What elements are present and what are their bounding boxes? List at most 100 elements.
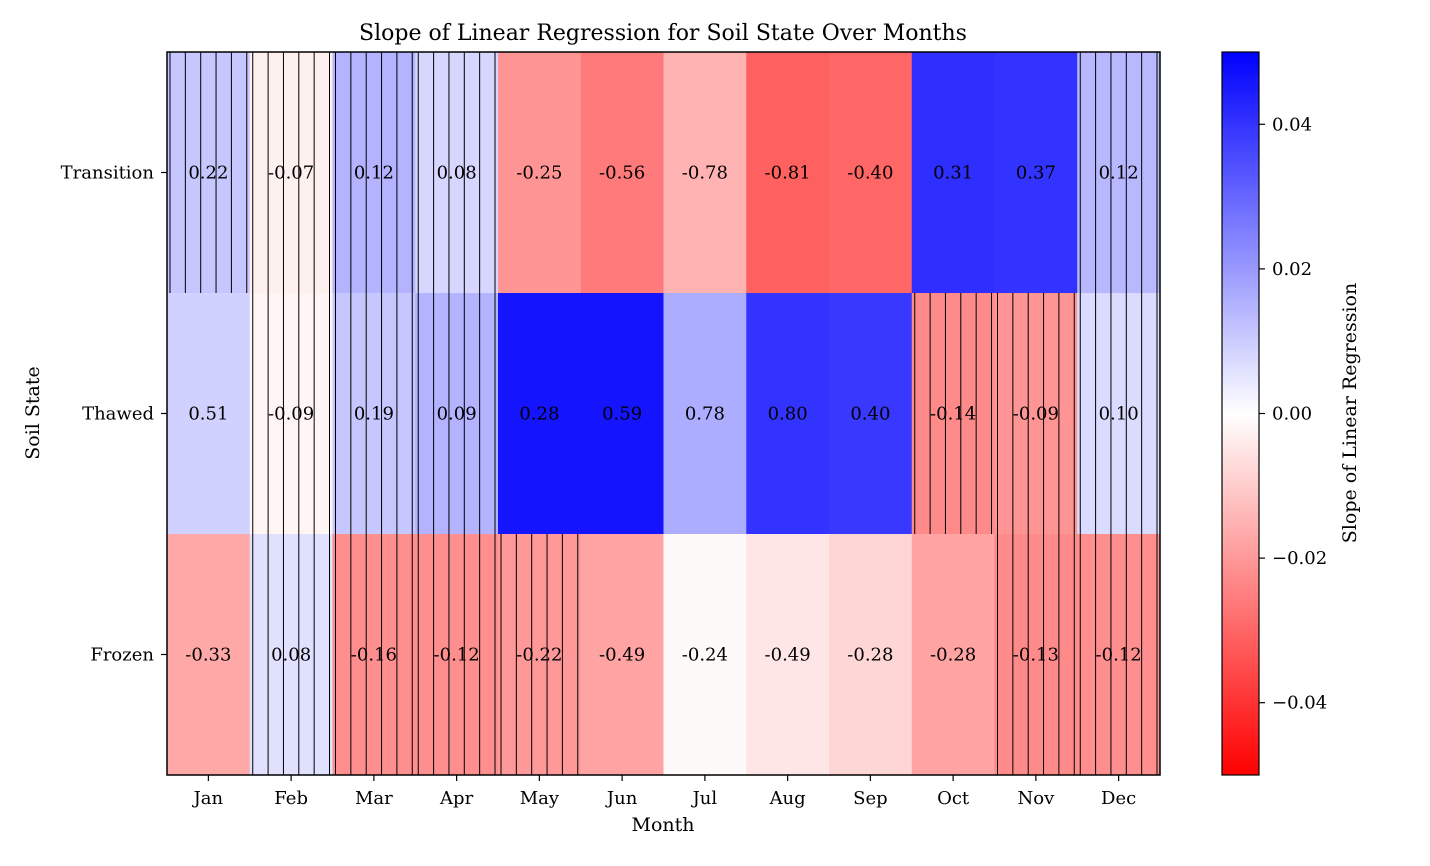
heatmap-cell-thawed-apr xyxy=(415,293,499,535)
heatmap-cell-transition-aug xyxy=(746,52,830,294)
heatmap-cell-thawed-mar xyxy=(332,293,416,535)
x-tick-label: Dec xyxy=(1101,788,1136,809)
cell-value-label: -0.13 xyxy=(1013,645,1059,666)
cell-value-label: 0.09 xyxy=(437,404,477,425)
hatch-transition-jan xyxy=(169,52,248,293)
cell-value-label: -0.49 xyxy=(765,645,811,666)
cell-value-label: -0.28 xyxy=(930,645,976,666)
colorbar-tick-label: 0.04 xyxy=(1272,114,1312,135)
hatch-overlays xyxy=(169,52,1158,775)
x-tick-label: Jul xyxy=(691,788,718,809)
hatch-transition-mar xyxy=(335,52,413,293)
heatmap-cell-frozen-oct xyxy=(911,534,995,776)
cell-value-label: 0.19 xyxy=(354,404,394,425)
hatch-transition-feb xyxy=(252,52,330,293)
cell-value-label: -0.33 xyxy=(185,645,231,666)
colorbar xyxy=(1221,51,1260,776)
heatmap-cell-thawed-jan xyxy=(167,293,251,535)
cell-value-label: 0.08 xyxy=(271,645,311,666)
hatch-transition-dec xyxy=(1079,52,1158,293)
x-axis-ticks: Jan Feb Mar Apr May Jun Jul Aug Sep Oct Nov Dec xyxy=(192,775,1136,809)
heatmap-cell-frozen-may xyxy=(498,534,582,776)
hatch-frozen-nov xyxy=(997,534,1075,775)
cell-value-label: -0.16 xyxy=(351,645,397,666)
cell-value-label: -0.81 xyxy=(765,163,811,184)
heatmap-cell-thawed-aug xyxy=(746,293,830,535)
cell-value-label: 0.22 xyxy=(188,163,228,184)
hatch-thawed-feb xyxy=(252,293,330,534)
x-tick-label: May xyxy=(520,788,560,809)
cell-value-label: -0.12 xyxy=(434,645,480,666)
cell-value-label: -0.09 xyxy=(1013,404,1059,425)
heatmap-cell-thawed-feb xyxy=(249,293,333,535)
heatmap-cell-frozen-feb xyxy=(249,534,333,776)
cell-value-label: -0.56 xyxy=(599,163,645,184)
heatmap-cell-frozen-sep xyxy=(829,534,913,776)
cell-value-label: -0.24 xyxy=(682,645,728,666)
x-tick-label: Mar xyxy=(355,788,393,809)
x-tick-label: Aug xyxy=(769,788,806,809)
heatmap-cell-transition-oct xyxy=(911,52,995,294)
heatmap-cell-thawed-may xyxy=(498,293,582,535)
cell-value-label: 0.10 xyxy=(1099,404,1139,425)
x-tick-label: Sep xyxy=(853,788,888,809)
cell-value-label: 0.59 xyxy=(602,404,642,425)
y-tick-label: Frozen xyxy=(90,645,154,666)
cell-value-label: -0.78 xyxy=(682,163,728,184)
cell-value-label: 0.78 xyxy=(685,404,725,425)
hatch-thawed-mar xyxy=(335,293,413,534)
cell-value-labels: 0.22 -0.07 0.12 0.08 -0.25 -0.56 -0.78 -0.81 -0.… xyxy=(185,163,1141,666)
cell-value-label: 0.37 xyxy=(1016,163,1056,184)
cell-value-label: -0.28 xyxy=(847,645,893,666)
heatmap-cell-frozen-apr xyxy=(415,534,499,776)
y-tick-label: Thawed xyxy=(82,404,154,425)
colorbar-tick-label: 0.02 xyxy=(1272,259,1312,280)
x-tick-label: Apr xyxy=(439,788,474,809)
heatmap-cell-transition-apr xyxy=(415,52,499,294)
x-tick-label: Jun xyxy=(605,788,638,809)
hatch-thawed-dec xyxy=(1079,293,1158,534)
heatmap-cell-transition-may xyxy=(498,52,582,294)
colorbar-ticks: 0.04 0.02 0.00 −0.02 −0.04 xyxy=(1259,114,1327,714)
heatmap-cell-thawed-dec xyxy=(1077,293,1161,535)
heatmap-cell-thawed-nov xyxy=(994,293,1078,535)
heatmap-cell-thawed-jul xyxy=(663,293,747,535)
cell-value-label: 0.12 xyxy=(354,163,394,184)
x-tick-label: Feb xyxy=(274,788,308,809)
y-axis-label: Soil State xyxy=(22,366,44,460)
x-axis-label: Month xyxy=(631,814,694,836)
heatmap-cell-frozen-jan xyxy=(167,534,251,776)
heatmap-cell-transition-jan xyxy=(167,52,251,294)
heatmap-cell-transition-nov xyxy=(994,52,1078,294)
cell-value-label: 0.51 xyxy=(188,404,228,425)
heatmap-cell-transition-sep xyxy=(829,52,913,294)
cell-value-label: -0.49 xyxy=(599,645,645,666)
heatmap-cells xyxy=(167,52,1161,776)
cell-value-label: 0.12 xyxy=(1099,163,1139,184)
heatmap-cell-frozen-nov xyxy=(994,534,1078,776)
hatch-frozen-dec xyxy=(1079,534,1158,775)
x-tick-label: Jan xyxy=(192,788,224,809)
heatmap-cell-frozen-aug xyxy=(746,534,830,776)
heatmap-cell-transition-feb xyxy=(249,52,333,294)
x-tick-label: Nov xyxy=(1017,788,1055,809)
hatch-frozen-apr xyxy=(417,534,496,775)
cell-value-label: -0.14 xyxy=(930,404,976,425)
heatmap-cell-transition-dec xyxy=(1077,52,1161,294)
hatch-frozen-feb xyxy=(252,534,330,775)
colorbar-tick-label: 0.00 xyxy=(1272,404,1312,425)
cell-value-label: 0.40 xyxy=(850,404,890,425)
cell-value-label: 0.31 xyxy=(933,163,973,184)
heatmap-cell-thawed-sep xyxy=(829,293,913,535)
x-tick-label: Oct xyxy=(937,788,970,809)
heatmap-cell-transition-jun xyxy=(580,52,664,294)
hatch-thawed-apr xyxy=(417,293,496,534)
cell-value-label: -0.40 xyxy=(847,163,893,184)
heatmap-cell-thawed-oct xyxy=(911,293,995,535)
heatmap-cell-thawed-jun xyxy=(580,293,664,535)
hatch-transition-apr xyxy=(417,52,496,293)
hatch-thawed-nov xyxy=(997,293,1075,534)
colorbar-tick-label: −0.04 xyxy=(1272,693,1327,714)
